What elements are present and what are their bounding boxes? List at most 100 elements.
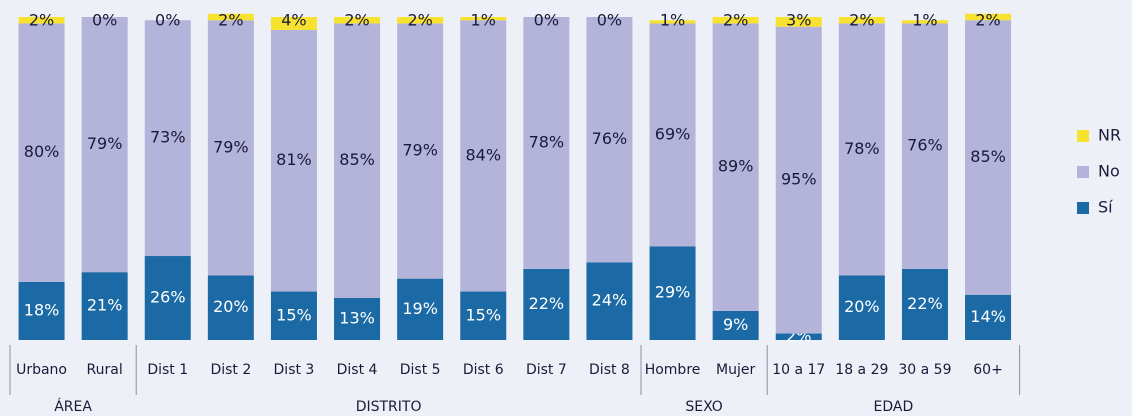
bar-segment (712, 17, 759, 24)
bar-segment (334, 23, 381, 299)
value-label: 76% (907, 136, 943, 155)
x-tick-label: Dist 2 (210, 362, 251, 378)
value-label: 0% (534, 11, 559, 30)
bar-segment (397, 17, 444, 24)
bar-segment (965, 13, 1012, 21)
value-label: 19% (402, 299, 438, 318)
x-tick-label: Rural (87, 362, 123, 378)
bar-segment (334, 298, 381, 340)
value-label: 85% (970, 147, 1006, 166)
value-label: 84% (465, 145, 501, 164)
bar-segment (523, 17, 570, 269)
bar-segment (775, 333, 822, 340)
bar-segment (523, 268, 570, 340)
bar-segment (460, 20, 507, 292)
bar-segment (901, 20, 948, 24)
value-label: 2% (407, 11, 432, 30)
x-tick-label: Dist 7 (526, 362, 567, 378)
value-label: 1% (660, 11, 685, 30)
bar-segment (397, 278, 444, 340)
value-label: 81% (276, 150, 312, 169)
value-label: 80% (24, 142, 60, 161)
bar-segment (649, 23, 696, 247)
value-label: 2% (29, 11, 54, 30)
bar-segment (775, 17, 822, 27)
legend-swatch (1077, 166, 1089, 178)
value-label: 14% (970, 307, 1006, 326)
x-tick-label: Dist 5 (400, 362, 441, 378)
bar-segment (207, 20, 254, 276)
value-label: 89% (718, 157, 754, 176)
value-label: 20% (213, 297, 249, 316)
x-tick-label: 60+ (973, 362, 1003, 378)
value-label: 2% (723, 11, 748, 30)
bar-segment (901, 23, 948, 269)
x-tick-label: Dist 3 (274, 362, 315, 378)
bar-segment (270, 17, 317, 30)
x-tick-label: Dist 6 (463, 362, 504, 378)
value-label: 13% (339, 309, 375, 328)
legend-swatch (1077, 202, 1089, 214)
x-tick-label: Hombre (645, 362, 701, 378)
bar-segment (649, 20, 696, 24)
value-label: 22% (907, 294, 943, 313)
value-label: 2% (849, 11, 874, 30)
bar-segment (397, 23, 444, 279)
bar-segment (18, 23, 65, 282)
value-label: 15% (465, 305, 501, 324)
bar-segment (144, 256, 191, 340)
group-label: DISTRITO (356, 399, 422, 415)
x-tick-label: Mujer (716, 362, 755, 378)
bar-segment (207, 13, 254, 21)
x-tick-label: Dist 8 (589, 362, 630, 378)
bar-segment (965, 294, 1012, 340)
bar-segment (649, 246, 696, 340)
value-label: 2% (344, 11, 369, 30)
value-label: 22% (529, 294, 565, 313)
bar-segment (712, 310, 759, 340)
value-label: 95% (781, 170, 817, 189)
value-label: 79% (213, 137, 249, 156)
value-label: 79% (87, 134, 123, 153)
value-label: 3% (786, 11, 811, 30)
legend-label: No (1098, 162, 1120, 181)
bar-segment (81, 17, 128, 273)
bar-segment (18, 17, 65, 24)
value-label: 15% (276, 305, 312, 324)
value-label: 85% (339, 150, 375, 169)
value-label: 4% (281, 11, 306, 30)
value-label: 24% (592, 291, 628, 310)
bar-segment (144, 20, 191, 257)
value-label: 0% (155, 11, 180, 30)
bar-segment (838, 23, 885, 276)
bar-segment (18, 281, 65, 340)
bar-segment (207, 275, 254, 340)
group-label: EDAD (874, 399, 914, 415)
value-label: 18% (24, 300, 60, 319)
value-label: 73% (150, 128, 186, 147)
x-tick-label: 30 a 59 (898, 362, 951, 378)
bar-segment (81, 272, 128, 340)
value-label: 9% (723, 315, 748, 334)
bar-segment (838, 275, 885, 340)
value-label: 78% (844, 139, 880, 158)
bar-segment (460, 291, 507, 340)
value-label: 1% (471, 11, 496, 30)
bar-segment (965, 20, 1012, 295)
value-label: 0% (92, 11, 117, 30)
bar-segment (460, 17, 507, 21)
value-label: 0% (597, 11, 622, 30)
bar-segment (901, 268, 948, 340)
value-label: 29% (655, 283, 691, 302)
bar-segment (334, 17, 381, 24)
value-label: 21% (87, 296, 123, 315)
x-tick-label: Dist 1 (147, 362, 188, 378)
value-label: 69% (655, 124, 691, 143)
x-tick-label: 10 a 17 (772, 362, 825, 378)
x-tick-label: 18 a 29 (835, 362, 888, 378)
bar-segment (586, 17, 633, 263)
value-label: 78% (529, 132, 565, 151)
bar-segment (775, 26, 822, 334)
x-tick-label: Urbano (16, 362, 67, 378)
